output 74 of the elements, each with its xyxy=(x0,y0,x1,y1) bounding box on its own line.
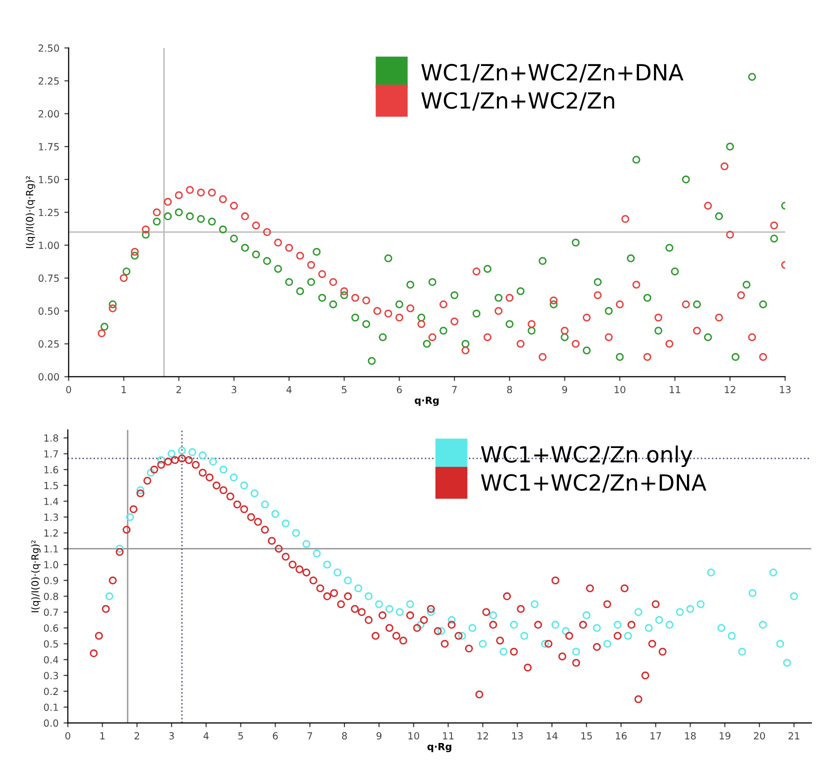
x-tick-label: 11 xyxy=(670,386,680,394)
y-tick-label: 0.4 xyxy=(44,656,58,664)
x-tick-label: 13 xyxy=(780,386,791,394)
y-tick-label: 0.3 xyxy=(44,672,58,680)
x-tick-label: 2 xyxy=(176,386,181,394)
x-tick-label: 8 xyxy=(342,732,347,740)
y-tick-label: 0.5 xyxy=(44,640,58,648)
y-tick-label: 1.5 xyxy=(44,482,58,490)
y-tick-label: 0.7 xyxy=(44,608,58,616)
y-tick-label: 1.4 xyxy=(44,498,58,505)
x-tick-label: 13 xyxy=(512,732,523,740)
x-tick-label: 9 xyxy=(376,732,382,740)
x-tick-label: 1 xyxy=(100,732,105,740)
x-tick-label: 8 xyxy=(507,386,512,394)
y-tick-label: 0.6 xyxy=(44,624,58,632)
x-tick-label: 15 xyxy=(581,732,592,740)
y-tick-label: 0.2 xyxy=(44,688,58,696)
y-tick-label: 0.00 xyxy=(38,373,59,381)
legend-label: WC1+WC2/Zn+DNA xyxy=(481,474,706,493)
y-tick-label: 0.0 xyxy=(44,719,58,727)
y-tick-label: 1.75 xyxy=(39,143,59,150)
x-tick-label: 5 xyxy=(342,386,346,394)
x-axis-title: q·Rg xyxy=(427,743,452,752)
x-tick-label: 14 xyxy=(546,732,558,740)
x-tick-label: 3 xyxy=(169,732,174,740)
x-tick-label: 19 xyxy=(720,732,730,740)
y-tick-label: 0.25 xyxy=(38,340,59,348)
x-tick-label: 10 xyxy=(614,386,626,394)
y-axis-title: I(q)/I(0)·(q·Rg)² xyxy=(31,540,41,612)
x-tick-label: 9 xyxy=(562,386,568,394)
y-tick-label: 1.50 xyxy=(39,176,59,184)
y-tick-label: 1.25 xyxy=(39,208,59,216)
x-tick-label: 7 xyxy=(308,732,312,740)
y-axis-title: I(q)/I(0)·(q·Rg)² xyxy=(26,176,36,248)
legend-label: WC1/Zn+WC2/Zn xyxy=(421,92,614,111)
y-tick-label: 0.8 xyxy=(44,592,58,600)
x-tick-label: 6 xyxy=(396,386,402,394)
y-tick-label: 0.50 xyxy=(38,307,59,315)
y-tick-label: 1.2 xyxy=(44,529,58,537)
y-tick-label: 1.7 xyxy=(44,450,58,458)
y-tick-label: 1.0 xyxy=(44,561,58,568)
x-tick-label: 17 xyxy=(650,732,662,740)
x-tick-label: 18 xyxy=(685,732,696,740)
x-tick-label: 4 xyxy=(204,732,209,740)
x-tick-label: 3 xyxy=(232,386,236,394)
x-tick-label: 12 xyxy=(478,732,488,740)
x-tick-label: 11 xyxy=(443,732,454,740)
x-tick-label: 7 xyxy=(452,386,457,394)
x-tick-label: 0 xyxy=(65,732,70,740)
legend-label: WC1/Zn+WC2/Zn+DNA xyxy=(421,64,684,82)
y-tick-label: 2.50 xyxy=(38,44,59,52)
y-tick-label: 0.75 xyxy=(38,274,59,282)
y-tick-label: 0.1 xyxy=(44,704,58,711)
y-tick-label: 1.1 xyxy=(44,545,58,552)
x-tick-label: 21 xyxy=(788,732,800,740)
y-tick-label: 2.00 xyxy=(38,110,59,118)
y-tick-label: 1.8 xyxy=(44,434,58,442)
x-tick-label: 16 xyxy=(616,732,627,740)
x-tick-label: 5 xyxy=(238,732,243,740)
x-tick-label: 10 xyxy=(408,732,420,740)
x-tick-label: 20 xyxy=(754,732,765,740)
x-tick-label: 4 xyxy=(286,386,292,394)
x-tick-label: 6 xyxy=(272,732,278,740)
x-tick-label: 0 xyxy=(66,386,72,394)
y-tick-label: 2.25 xyxy=(38,77,59,85)
y-tick-label: 1.6 xyxy=(44,466,58,474)
x-tick-label: 2 xyxy=(134,732,140,740)
y-tick-label: 1.3 xyxy=(44,514,58,521)
y-tick-label: 1.00 xyxy=(39,242,59,250)
x-tick-label: 1 xyxy=(122,386,126,394)
legend-label: WC1+WC2/Zn only xyxy=(481,446,692,468)
y-tick-label: 0.9 xyxy=(44,576,58,584)
x-tick-label: 12 xyxy=(724,386,736,394)
x-axis-title: q·Rg xyxy=(414,396,439,406)
